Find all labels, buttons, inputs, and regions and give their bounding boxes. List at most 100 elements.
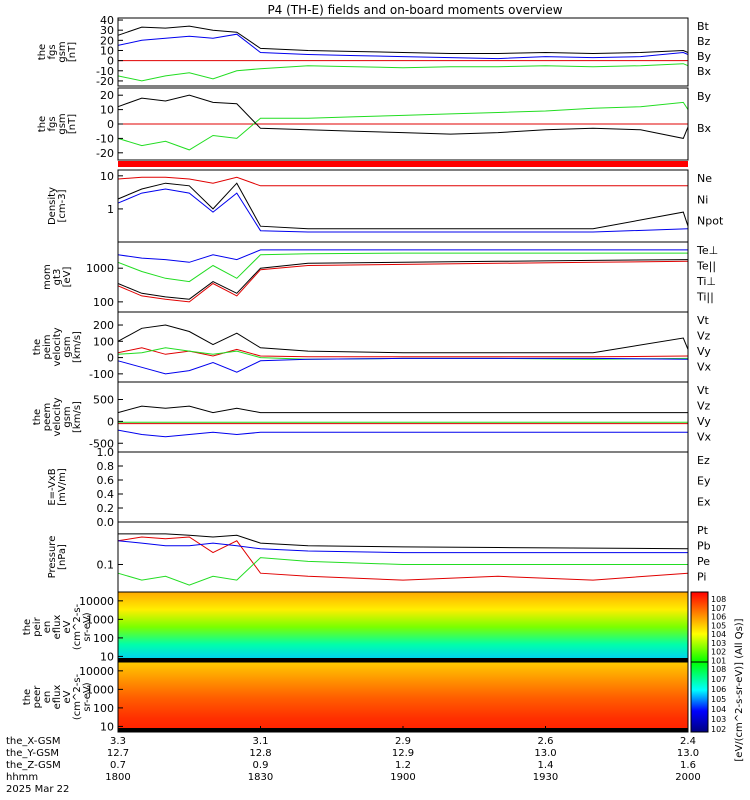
series-Pb (117, 536, 689, 581)
y-axis-label: thе (22, 619, 33, 635)
series-Ni (117, 182, 689, 230)
colorbar-tick: 104 (711, 630, 726, 639)
legend-Vx: Vx (697, 431, 712, 444)
series-Ne (117, 176, 688, 187)
y-tick-label: 100 (93, 335, 114, 348)
footer-value: 1930 (533, 772, 558, 783)
y-tick-label: 0.6 (97, 474, 115, 487)
series-By (117, 101, 689, 151)
y-axis-label: thе (37, 44, 48, 60)
y-axis-label: (cm^2-s- (72, 603, 83, 650)
series-Vx (117, 429, 688, 438)
footer-value: 1.4 (538, 760, 554, 771)
series-By (117, 63, 689, 82)
spectrogram (118, 662, 688, 732)
y-axis-label: [mV/m] (57, 468, 68, 506)
y-tick-label: 0.2 (97, 502, 115, 515)
footer-value: 1800 (105, 772, 130, 783)
colorbar-tick: 105 (711, 621, 726, 630)
footer-value: 12.8 (249, 748, 271, 759)
series-Vx (117, 357, 689, 375)
series-Vz (117, 347, 689, 358)
y-tick-label: 1.0 (97, 446, 115, 459)
colorbar-tick: 105 (711, 695, 726, 704)
y-axis-label: [nT] (67, 42, 78, 62)
panel-9: 10000 1000 100 10 thе peir en eflux eV (cm^2-s-sr… (22, 591, 689, 663)
legend-Bz: Bz (697, 35, 711, 48)
y-axis-label: en (42, 691, 53, 704)
footer-value: 12.7 (107, 748, 129, 759)
footer-value: 2000 (675, 772, 700, 783)
footer-value: 2.4 (680, 736, 696, 747)
y-tick-label: -20 (96, 75, 114, 88)
footer-value: 13.0 (677, 748, 699, 759)
y-tick-label: 100 (93, 296, 114, 309)
panel-3: 10 1 Density [cm-3] Ne Ni Npot (47, 169, 724, 243)
footer-value: 3.3 (110, 736, 126, 747)
legend-By: By (697, 50, 712, 63)
legend-Npot: Npot (697, 215, 724, 228)
y-axis-label: [eV] (62, 267, 73, 288)
y-tick-label: 100 (93, 702, 114, 715)
y-axis-label: thе (32, 339, 43, 355)
y-axis-label: Density (47, 187, 58, 225)
colorbar-tick: 103 (711, 715, 726, 724)
series-Ti⊥ (117, 249, 688, 263)
y-axis-label: eflux (52, 615, 63, 640)
panel-6: 500 0 -500 thе peem velocity gsm [km/s] Vt Vz Vy Vx (32, 381, 712, 453)
footer-value: 1830 (248, 772, 273, 783)
y-tick-label: 1000 (86, 683, 114, 696)
x-axis (117, 726, 689, 732)
y-tick-label: 10000 (79, 595, 114, 608)
y-tick-label: 10 (100, 104, 114, 117)
y-axis-label: gsm (57, 113, 68, 134)
legend-Bx: Bx (697, 65, 712, 78)
spectrogram (118, 592, 688, 662)
legend-Ey: Ey (697, 475, 711, 488)
y-tick-label: 10000 (79, 665, 114, 678)
mode-bar (118, 161, 688, 167)
y-axis-label: [km/s] (72, 401, 83, 433)
colorbar-upper (690, 591, 709, 663)
legend-Ti⊥: Ti⊥ (696, 275, 716, 288)
colorbar-tick: 103 (711, 639, 726, 648)
y-axis-label: (cm^2-s- (72, 673, 83, 720)
footer-value: 13.0 (534, 748, 556, 759)
legend-Pe: Pe (697, 555, 710, 568)
footer-value: 1.2 (395, 760, 411, 771)
legend-Vt: Vt (697, 314, 710, 327)
footer-value: 2.9 (395, 736, 411, 747)
y-axis-label: sr-eV) (82, 682, 93, 711)
footer-value: 0.9 (253, 760, 269, 771)
legend-Vy: Vy (697, 345, 711, 358)
legend-Vy: Vy (697, 415, 711, 428)
y-tick-label: 0.4 (97, 488, 115, 501)
y-axis-label: fgs (47, 116, 58, 131)
y-axis-label: thе (22, 689, 33, 705)
y-tick-label: 1 (107, 203, 114, 216)
y-axis-label: Pressure (47, 536, 58, 579)
panel-2 (118, 161, 688, 167)
panel-frame (117, 241, 689, 313)
colorbar: 1081071061051041031021011081071061051041… (690, 591, 745, 762)
legend-Ne: Ne (697, 172, 712, 185)
panel-10: 10000 1000 100 10 thе peer en eflux eV (cm^2-s-sr… (22, 661, 689, 733)
y-axis-label: peir (32, 616, 43, 636)
colorbar-tick: 106 (711, 613, 726, 622)
y-axis-label: gt3 (52, 269, 63, 286)
series-Pe (117, 557, 688, 586)
spectrogram-baseline (118, 658, 688, 662)
y-axis-label: en (42, 621, 53, 634)
y-axis-label: gsm (62, 336, 73, 357)
y-tick-label: 0 (107, 415, 114, 428)
colorbar-tick: 102 (711, 648, 726, 657)
y-tick-label: 1000 (86, 262, 114, 275)
legend-Pb: Pb (697, 540, 711, 553)
y-tick-label: 20 (100, 34, 114, 47)
y-tick-label: -500 (89, 437, 114, 450)
series-Te⊥ (117, 260, 689, 303)
y-tick-label: -10 (96, 132, 114, 145)
